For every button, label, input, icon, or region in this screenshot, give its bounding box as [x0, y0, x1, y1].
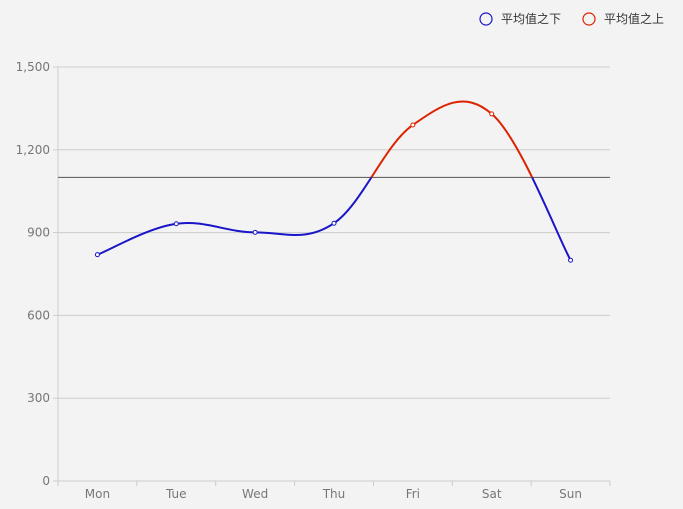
y-tick-label: 0 — [42, 474, 50, 488]
series-line-below — [97, 177, 572, 261]
tick-labels: 0 300 600 900 1,200 1,500 Mon Tue Wed Thu Fri Sat Su… — [16, 60, 582, 501]
data-point[interactable] — [173, 221, 179, 227]
y-tick-label: 600 — [27, 308, 50, 322]
x-tick-label: Thu — [322, 487, 346, 501]
legend[interactable]: 平均值之下 平均值之上 — [479, 11, 664, 26]
y-tick-label: 900 — [27, 226, 50, 240]
data-points — [94, 111, 574, 263]
data-point[interactable] — [410, 122, 416, 128]
legend-item[interactable]: 平均值之上 — [582, 11, 664, 26]
data-point[interactable] — [489, 111, 495, 117]
data-point[interactable] — [568, 257, 574, 263]
x-tick-label: Wed — [242, 487, 268, 501]
x-tick-label: Sat — [482, 487, 502, 501]
legend-label: 平均值之上 — [604, 11, 664, 26]
x-tick-label: Tue — [165, 487, 187, 501]
legend-marker-icon — [582, 12, 596, 26]
x-tick-label: Fri — [406, 487, 420, 501]
legend-marker-icon — [479, 12, 493, 26]
data-point[interactable] — [252, 229, 258, 235]
series-line-above — [370, 100, 534, 178]
data-point[interactable] — [94, 252, 100, 258]
x-tick-label: Mon — [85, 487, 110, 501]
axes — [53, 66, 611, 486]
series-lines — [97, 100, 572, 261]
data-point[interactable] — [331, 220, 337, 226]
y-tick-label: 300 — [27, 391, 50, 405]
y-tick-label: 1,200 — [16, 143, 50, 157]
legend-item[interactable]: 平均值之下 — [479, 11, 561, 26]
grid-lines — [58, 66, 610, 399]
x-tick-label: Sun — [559, 487, 582, 501]
legend-label: 平均值之下 — [501, 11, 561, 26]
y-tick-label: 1,500 — [16, 60, 50, 74]
